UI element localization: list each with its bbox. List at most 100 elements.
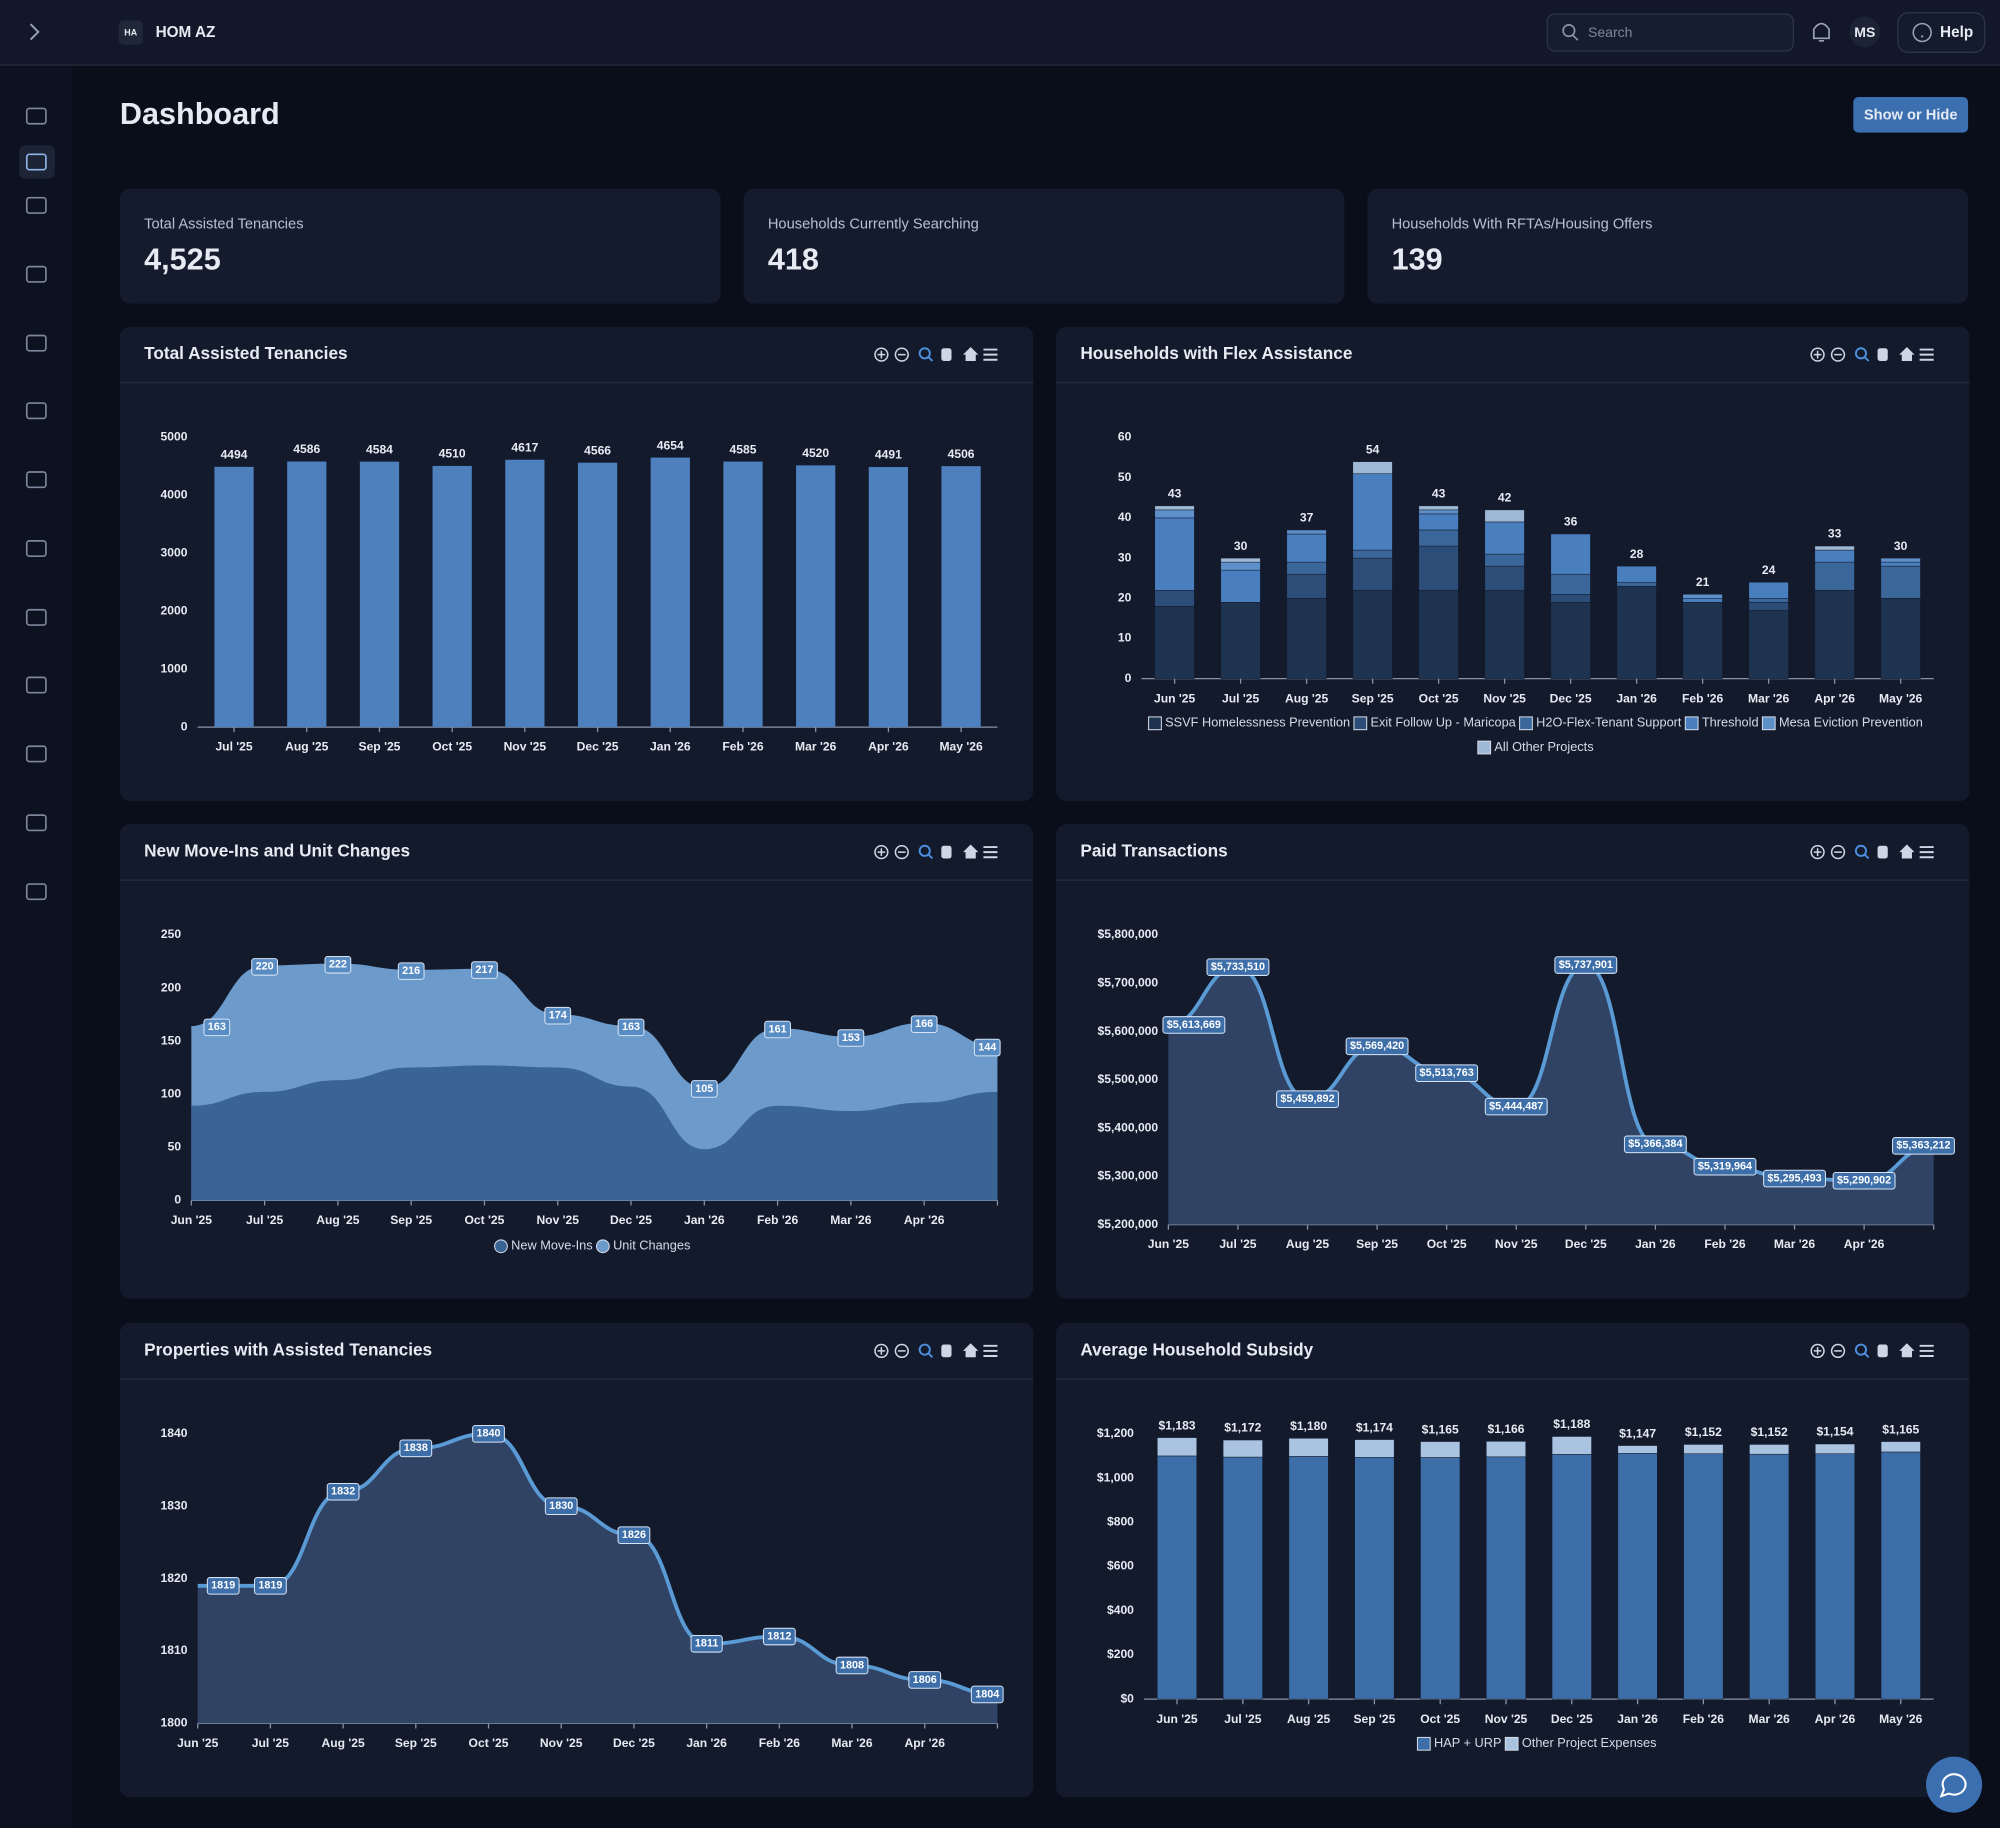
expand-sidebar[interactable] <box>29 23 40 41</box>
data-label-box <box>251 958 278 976</box>
data-label-box <box>1415 1064 1479 1082</box>
data-label-box <box>1162 1016 1226 1034</box>
legend-label[interactable]: Mesa Eviction Prevention <box>1779 715 1923 730</box>
zoom-in[interactable] <box>1810 844 1825 860</box>
sidebar-icon[interactable] <box>25 676 47 694</box>
x-tick-label: Nov '25 <box>536 1213 579 1227</box>
avatar[interactable] <box>1849 16 1881 48</box>
selection-zoom[interactable] <box>918 844 931 857</box>
reset-zoom[interactable] <box>1899 346 1915 362</box>
y-tick-label: 10 <box>1118 631 1132 645</box>
search-box[interactable] <box>1546 13 1795 52</box>
help-button[interactable] <box>1897 12 1986 53</box>
menu[interactable] <box>1919 846 1934 859</box>
legend-label[interactable]: H2O-Flex-Tenant Support <box>1536 715 1682 730</box>
reset-zoom[interactable] <box>1899 844 1915 859</box>
y-tick-label: $1,200 <box>1097 1426 1134 1440</box>
zoom-in[interactable] <box>1810 347 1825 362</box>
selection-zoom[interactable] <box>1854 1343 1868 1356</box>
sidebar-icon[interactable] <box>25 540 47 558</box>
pan[interactable] <box>941 348 952 362</box>
data-label: $5,613,669 <box>1167 1019 1221 1031</box>
notifications[interactable] <box>1812 22 1830 42</box>
sidebar-icon[interactable] <box>25 402 47 420</box>
zoom-out[interactable] <box>894 1343 909 1359</box>
sidebar-icon[interactable] <box>25 471 47 489</box>
x-tick-label: Mar '26 <box>1774 1237 1816 1251</box>
sidebar-icon[interactable] <box>25 608 47 626</box>
sidebar-icon[interactable] <box>25 745 47 763</box>
menu[interactable] <box>983 1344 998 1357</box>
bar-segment <box>1748 610 1789 679</box>
pan[interactable] <box>1877 1344 1888 1358</box>
legend-label[interactable]: SSVF Homelessness Prevention <box>1165 715 1350 730</box>
menu[interactable] <box>983 846 998 859</box>
reset-zoom[interactable] <box>963 346 979 362</box>
bar-segment <box>1286 573 1327 599</box>
bar <box>650 457 690 728</box>
menu[interactable] <box>983 348 998 361</box>
x-tick-label: Apr '26 <box>868 740 909 754</box>
bar <box>432 465 472 728</box>
legend-label[interactable]: Exit Follow Up - Maricopa <box>1371 715 1517 730</box>
pan[interactable] <box>1877 348 1888 362</box>
menu[interactable] <box>1919 1344 1934 1357</box>
bar-segment <box>1880 598 1921 679</box>
zoom-in[interactable] <box>874 844 889 860</box>
selection-zoom[interactable] <box>1854 844 1868 857</box>
show-hide-button[interactable] <box>1853 96 1969 133</box>
reset-zoom[interactable] <box>963 844 979 859</box>
bar-segment <box>1418 513 1459 531</box>
sidebar-icon[interactable] <box>25 265 47 283</box>
legend-label[interactable]: New Move-Ins <box>511 1238 592 1253</box>
zoom-in[interactable] <box>874 347 889 362</box>
zoom-out[interactable] <box>894 844 909 860</box>
selection-zoom[interactable] <box>1854 347 1868 360</box>
bar-segment <box>1154 509 1195 519</box>
sidebar-icon[interactable] <box>25 883 47 901</box>
zoom-out[interactable] <box>894 347 909 362</box>
x-tick-label: May '26 <box>1879 691 1923 705</box>
reset-zoom[interactable] <box>963 1343 979 1358</box>
bar-segment <box>1418 509 1459 515</box>
bar-segment <box>1486 1456 1526 1700</box>
zoom-out[interactable] <box>1830 1343 1846 1359</box>
total-label: $1,165 <box>1422 1422 1459 1436</box>
bar-segment <box>1288 1437 1329 1457</box>
selection-zoom[interactable] <box>918 1343 931 1356</box>
reset-zoom[interactable] <box>1899 1343 1915 1358</box>
search-icon-handle <box>1572 34 1579 41</box>
x-tick-label: Jan '26 <box>1617 1712 1658 1726</box>
selection-zoom-handle <box>927 854 934 860</box>
org-name[interactable]: HOM AZ <box>156 24 216 41</box>
data-label-box <box>544 1006 572 1025</box>
zoom-out[interactable] <box>1830 844 1846 860</box>
kpi-card <box>743 188 1345 304</box>
x-tick-label: Dec '25 <box>1551 1712 1593 1726</box>
y-tick-label: 0 <box>174 1193 181 1207</box>
sidebar-icon[interactable] <box>25 153 47 171</box>
sidebar-icon[interactable] <box>25 334 47 352</box>
legend-label[interactable]: Unit Changes <box>613 1238 690 1253</box>
sidebar-icon[interactable] <box>25 196 47 214</box>
legend-label[interactable]: All Other Projects <box>1494 739 1593 754</box>
zoom-in[interactable] <box>874 1343 889 1359</box>
pan[interactable] <box>1877 845 1888 859</box>
legend-label[interactable]: Threshold <box>1702 715 1759 730</box>
selection-zoom[interactable] <box>918 347 931 360</box>
chat-button[interactable] <box>1926 1756 1983 1813</box>
total-label: 30 <box>1894 539 1908 553</box>
data-label-box <box>1623 1135 1687 1154</box>
sidebar-icon[interactable] <box>25 107 47 125</box>
menu[interactable] <box>1919 348 1934 361</box>
zoom-in[interactable] <box>1810 1343 1825 1359</box>
bar-segment <box>1682 594 1723 599</box>
bar-segment <box>1418 589 1459 679</box>
zoom-out[interactable] <box>1830 347 1846 362</box>
sidebar-icon[interactable] <box>25 814 47 832</box>
pan[interactable] <box>941 845 952 859</box>
legend-label[interactable]: Other Project Expenses <box>1522 1735 1657 1750</box>
pan[interactable] <box>941 1344 952 1358</box>
y-tick-label: 1800 <box>161 1716 188 1730</box>
legend-label[interactable]: HAP + URP <box>1434 1735 1501 1750</box>
